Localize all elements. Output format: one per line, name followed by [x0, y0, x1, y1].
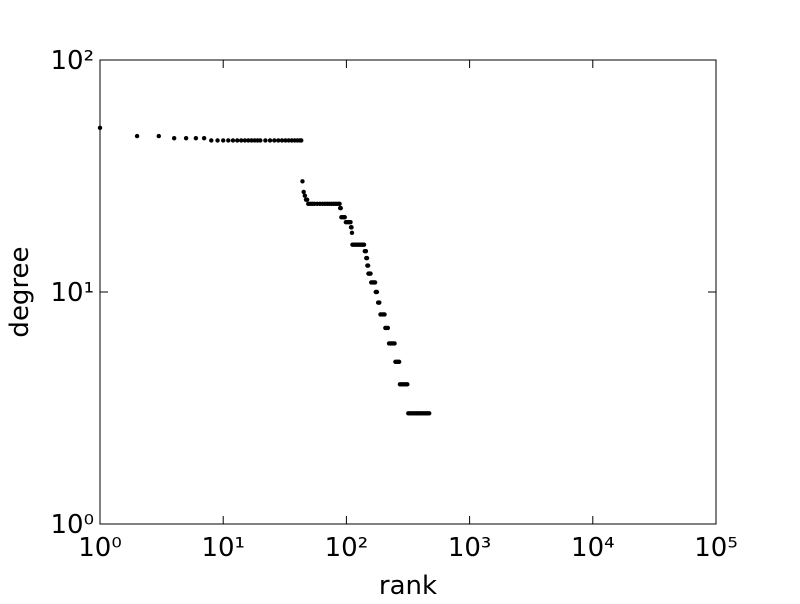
x-tick-label: 10¹: [201, 533, 245, 563]
point: [156, 133, 161, 139]
point: [348, 219, 353, 225]
point: [300, 179, 305, 184]
point: [405, 382, 410, 387]
point: [134, 133, 140, 139]
point: [226, 138, 231, 143]
point: [235, 138, 240, 143]
point: [193, 136, 199, 141]
point: [377, 300, 382, 305]
point: [183, 136, 189, 141]
x-tick-label: 10⁵: [694, 533, 738, 563]
point: [349, 230, 355, 235]
point: [304, 197, 310, 202]
point: [301, 189, 306, 195]
point: [221, 138, 226, 143]
point: [363, 248, 369, 254]
point: [215, 138, 220, 143]
point: [374, 289, 380, 295]
y-tick-label: 10¹: [50, 278, 94, 308]
point: [209, 138, 214, 143]
point: [337, 201, 342, 206]
point: [365, 263, 371, 268]
point: [368, 271, 373, 276]
point: [286, 138, 291, 143]
point: [246, 138, 251, 143]
point: [361, 242, 367, 247]
point: [263, 138, 268, 143]
plot-frame: [99, 59, 717, 525]
point: [283, 138, 288, 143]
y-axis-label: degree: [5, 246, 35, 337]
y-tick-label: 10⁰: [50, 510, 94, 540]
x-tick-label: 10²: [325, 533, 369, 563]
x-tick-label: 10⁰: [78, 533, 122, 563]
point: [299, 138, 304, 143]
point: [349, 225, 354, 230]
point: [267, 138, 273, 143]
x-tick-label: 10⁴: [571, 533, 615, 563]
y-tick-label: 10²: [50, 46, 94, 76]
point: [239, 138, 244, 143]
point: [427, 411, 432, 416]
point: [372, 280, 378, 285]
point: [272, 138, 277, 143]
point: [249, 138, 254, 143]
point: [342, 215, 347, 220]
point: [276, 138, 281, 143]
point: [242, 138, 248, 143]
point: [171, 136, 177, 141]
point: [382, 312, 387, 317]
point: [201, 136, 207, 141]
point: [279, 138, 285, 143]
point: [385, 325, 391, 331]
point: [302, 193, 308, 198]
x-axis-label: rank: [379, 571, 437, 600]
point: [338, 205, 343, 211]
point: [364, 255, 370, 261]
x-tick-label: 10³: [448, 533, 492, 563]
point: [258, 138, 263, 143]
point: [396, 359, 402, 365]
point: [392, 341, 397, 346]
point: [230, 138, 236, 143]
